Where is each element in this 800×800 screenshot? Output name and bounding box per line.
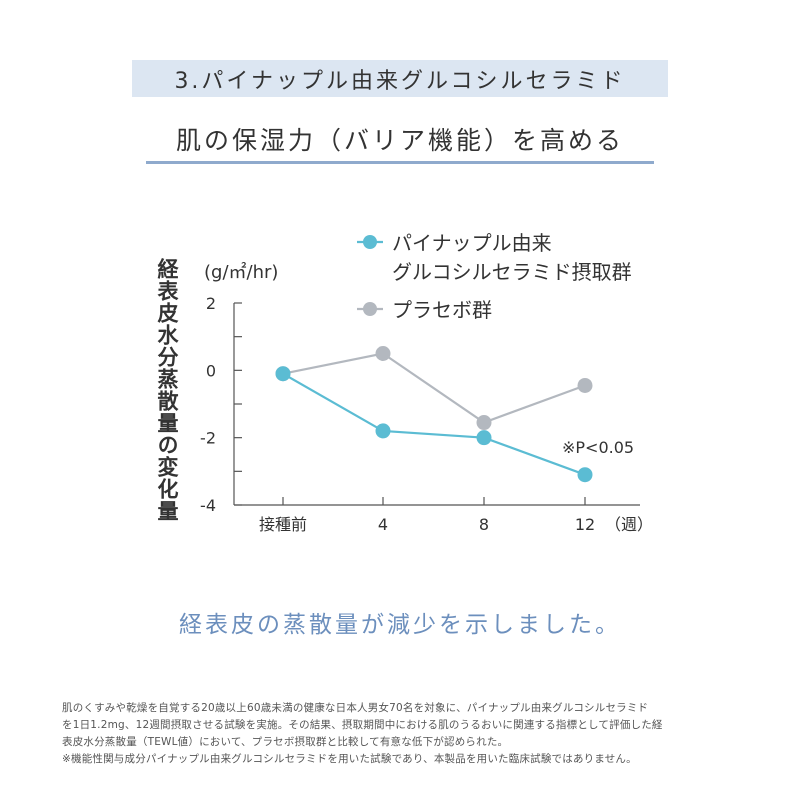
y-axis-label: 経表皮水分蒸散量の変化量 [155,258,179,522]
data-point [577,467,593,483]
legend-label: グルコシルセラミド摂取群 [392,260,632,284]
x-tick-label: 接種前 [259,515,307,534]
y-unit-label: (g/㎡/hr) [204,261,278,283]
footnote-line: を1日1.2mg、12週間摂取させる試験を実施。その結果、摂取期間中における肌の… [62,719,663,731]
section-title: 3.パイナップル由来グルコシルセラミド [174,68,626,94]
legend-label: プラセボ群 [392,298,492,322]
x-tick-label: 4 [378,515,388,534]
series-line [282,352,586,424]
footnote-line: ※機能性関与成分パイナップル由来グルコシルセラミドを用いた試験であり、本製品を用… [62,753,637,765]
data-point [275,366,291,382]
legend-swatch-marker [363,235,377,249]
data-point [375,346,391,361]
footnote-line: 肌のくすみや乾燥を自覚する20歳以上60歳未満の健康な日本人男女70名を対象に、… [62,702,649,714]
result-caption: 経表皮の蒸散量が減少を示しました。 [179,612,621,638]
y-tick-label: 0 [206,361,216,380]
section-title-banner: 3.パイナップル由来グルコシルセラミド [132,60,668,97]
chart-axes: 2 0 -2 -4 接種前 4 8 12 （週） [200,294,653,534]
y-tick-label: 2 [206,294,216,313]
footnote: 肌のくすみや乾燥を自覚する20歳以上60歳未満の健康な日本人男女70名を対象に、… [62,700,752,768]
headline: 肌の保湿力（バリア機能）を高める [175,126,624,155]
y-tick-label: -4 [200,496,216,515]
tewl-line-chart: (g/㎡/hr) 2 0 -2 -4 接種前 4 8 12 （週） パイナップル由来グルコシルセ… [200,231,653,534]
data-point [577,377,593,393]
x-tick-label: 12 [575,515,595,534]
legend-label: パイナップル由来 [392,231,552,255]
data-point [476,430,492,446]
headline-underline [146,161,654,164]
series-line [282,372,586,476]
y-tick-label: -2 [200,429,216,448]
chart-lines [275,346,593,483]
legend-swatch-marker [363,302,377,316]
data-point [375,423,391,439]
x-unit-label: （週） [605,515,653,534]
footnote-line: 表皮水分蒸散量（TEWL値）において、プラセボ摂取群と比較して有意な低下が認めら… [62,736,509,748]
x-tick-label: 8 [479,515,489,534]
data-point [476,415,492,431]
significance-note: ※P<0.05 [562,438,634,457]
